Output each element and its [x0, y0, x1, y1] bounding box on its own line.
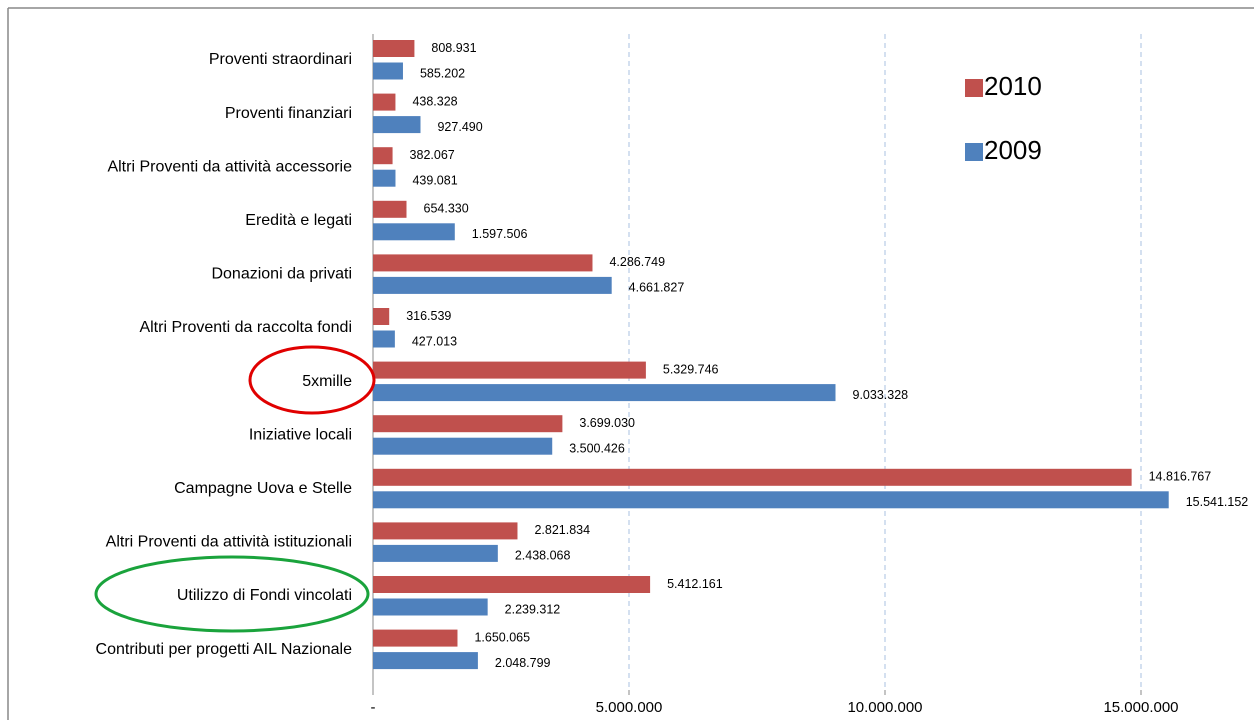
bar — [373, 361, 646, 379]
bar — [373, 491, 1169, 509]
y-tick-label: Altri Proventi da attività istituzionali — [106, 534, 352, 551]
x-tick-label: 10.000.000 — [847, 699, 922, 716]
data-label: 3.500.426 — [569, 441, 625, 455]
x-tick-label: - — [371, 699, 376, 716]
y-tick-label: Altri Proventi da raccolta fondi — [139, 319, 352, 336]
y-tick-label: Altri Proventi da attività accessorie — [107, 158, 352, 175]
bar — [373, 437, 553, 455]
data-label: 438.328 — [412, 94, 457, 108]
y-tick-label: Eredità e legati — [245, 212, 352, 229]
bar — [373, 576, 651, 593]
bar — [373, 223, 455, 241]
bar — [373, 330, 395, 348]
y-tick-label: Iniziative locali — [249, 426, 352, 443]
x-tick-label: 15.000.000 — [1103, 699, 1178, 716]
data-label: 5.412.161 — [667, 577, 723, 591]
y-tick-label: Utilizzo di Fondi vincolati — [177, 587, 352, 604]
legend-swatch — [965, 143, 983, 161]
data-label: 808.931 — [431, 41, 476, 55]
data-label: 927.490 — [437, 120, 482, 134]
bar — [373, 468, 1132, 486]
y-tick-label: Contributi per progetti AIL Nazionale — [96, 641, 353, 658]
bar — [373, 652, 478, 670]
bar — [373, 276, 612, 294]
legend-swatch — [965, 79, 983, 97]
data-label: 427.013 — [412, 334, 457, 348]
bar — [373, 544, 498, 562]
bar — [373, 200, 407, 218]
bar — [373, 147, 393, 165]
data-label: 585.202 — [420, 66, 465, 80]
bar — [373, 169, 396, 187]
bar — [373, 522, 518, 540]
bar — [373, 629, 458, 647]
bar — [373, 116, 421, 134]
legend-label: 2009 — [984, 135, 1042, 165]
y-tick-label: Campagne Uova e Stelle — [174, 480, 352, 497]
x-tick-label: 5.000.000 — [596, 699, 663, 716]
bar — [373, 415, 563, 433]
bar — [373, 598, 488, 616]
bar — [373, 308, 390, 325]
highlight-circle — [94, 555, 370, 633]
data-label: 5.329.746 — [663, 362, 719, 376]
data-label: 2.438.068 — [515, 549, 571, 563]
highlight-circle — [248, 345, 376, 415]
data-label: 4.286.749 — [609, 255, 665, 269]
data-label: 9.033.328 — [853, 388, 909, 402]
data-label: 382.067 — [410, 148, 455, 162]
y-tick-label: Donazioni da privati — [211, 266, 352, 283]
data-label: 15.541.152 — [1186, 495, 1249, 509]
bar — [373, 384, 836, 402]
y-tick-label: 5xmille — [302, 373, 352, 390]
data-label: 654.330 — [424, 202, 469, 216]
bar — [373, 40, 415, 57]
data-label: 2.821.834 — [534, 523, 590, 537]
data-label: 4.661.827 — [629, 281, 685, 295]
data-label: 1.650.065 — [474, 630, 530, 644]
data-label: 316.539 — [406, 309, 451, 323]
bar — [373, 62, 403, 80]
legend-label: 2010 — [984, 71, 1042, 101]
y-tick-label: Proventi finanziari — [225, 105, 352, 122]
bar — [373, 93, 396, 111]
data-label: 2.239.312 — [505, 602, 561, 616]
plot: - 5.000.000 10.000.000 15.000.000 Proventi s… — [96, 34, 1249, 716]
data-label: 14.816.767 — [1149, 470, 1212, 484]
data-label: 2.048.799 — [495, 656, 551, 670]
data-label: 3.699.030 — [579, 416, 635, 430]
bar — [373, 254, 593, 272]
y-tick-label: Proventi straordinari — [209, 51, 352, 68]
data-label: 439.081 — [412, 173, 457, 187]
data-label: 1.597.506 — [472, 227, 528, 241]
